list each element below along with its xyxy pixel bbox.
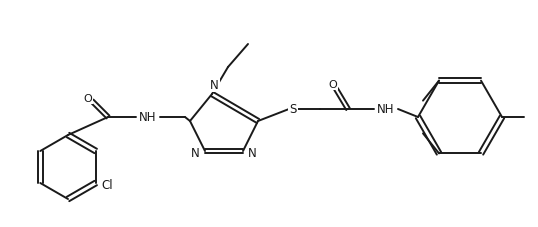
Text: Cl: Cl <box>102 179 114 192</box>
Text: N: N <box>191 147 200 160</box>
Text: NH: NH <box>139 111 157 124</box>
Text: NH: NH <box>377 103 395 116</box>
Text: O: O <box>83 94 93 104</box>
Text: S: S <box>289 103 296 116</box>
Text: O: O <box>329 80 337 90</box>
Text: N: N <box>248 147 257 160</box>
Text: N: N <box>210 79 218 92</box>
